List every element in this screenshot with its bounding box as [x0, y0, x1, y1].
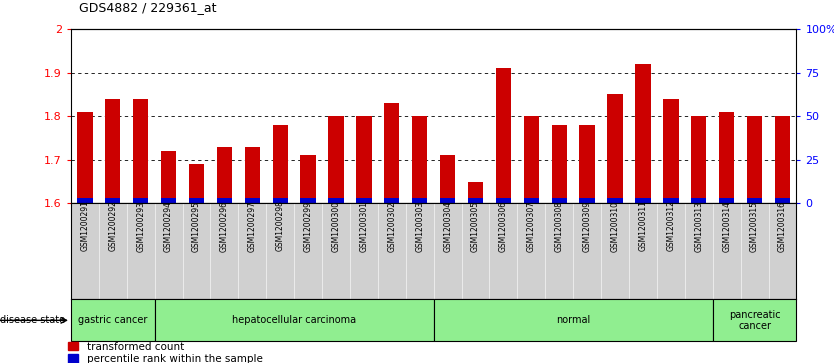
Bar — [356, 116, 372, 203]
Bar — [384, 198, 399, 203]
Bar — [188, 198, 204, 203]
Bar — [775, 116, 790, 203]
Bar — [133, 99, 148, 203]
Bar — [747, 116, 762, 203]
Bar — [244, 198, 260, 203]
Bar — [161, 151, 176, 203]
Bar — [691, 198, 706, 203]
Text: normal: normal — [556, 315, 590, 325]
Bar — [663, 99, 679, 203]
Bar — [607, 198, 623, 203]
Legend: transformed count, percentile rank within the sample: transformed count, percentile rank withi… — [68, 342, 263, 363]
Bar — [468, 182, 483, 203]
Bar — [161, 198, 176, 203]
Bar — [719, 112, 735, 203]
Text: disease state: disease state — [0, 315, 65, 325]
Bar — [636, 64, 651, 203]
Bar — [524, 116, 539, 203]
Bar — [524, 198, 539, 203]
Bar — [775, 198, 790, 203]
Bar — [356, 198, 372, 203]
Text: pancreatic
cancer: pancreatic cancer — [729, 310, 781, 331]
Bar — [105, 99, 120, 203]
Bar — [636, 198, 651, 203]
Bar — [663, 198, 679, 203]
Bar — [244, 147, 260, 203]
Bar — [300, 155, 316, 203]
Bar — [300, 198, 316, 203]
Bar — [78, 112, 93, 203]
Bar — [580, 198, 595, 203]
Bar — [133, 198, 148, 203]
Bar — [719, 198, 735, 203]
Bar — [329, 116, 344, 203]
Bar — [468, 198, 483, 203]
Bar — [273, 198, 288, 203]
Bar — [713, 299, 796, 341]
Bar — [329, 198, 344, 203]
Bar — [440, 155, 455, 203]
Bar — [495, 68, 511, 203]
Bar — [495, 198, 511, 203]
Bar — [551, 125, 567, 203]
Bar — [217, 147, 232, 203]
Bar — [384, 103, 399, 203]
Bar — [607, 94, 623, 203]
Bar — [691, 116, 706, 203]
Bar — [105, 198, 120, 203]
Text: hepatocellular carcinoma: hepatocellular carcinoma — [232, 315, 356, 325]
Bar — [78, 198, 93, 203]
Bar — [412, 198, 427, 203]
Bar — [434, 299, 713, 341]
Text: GDS4882 / 229361_at: GDS4882 / 229361_at — [79, 1, 217, 15]
Bar — [412, 116, 427, 203]
Bar — [551, 198, 567, 203]
Bar — [580, 125, 595, 203]
Bar — [217, 198, 232, 203]
Bar — [273, 125, 288, 203]
Bar — [747, 198, 762, 203]
Bar — [154, 299, 434, 341]
Bar — [71, 299, 154, 341]
Bar — [440, 198, 455, 203]
Text: gastric cancer: gastric cancer — [78, 315, 148, 325]
Bar — [188, 164, 204, 203]
